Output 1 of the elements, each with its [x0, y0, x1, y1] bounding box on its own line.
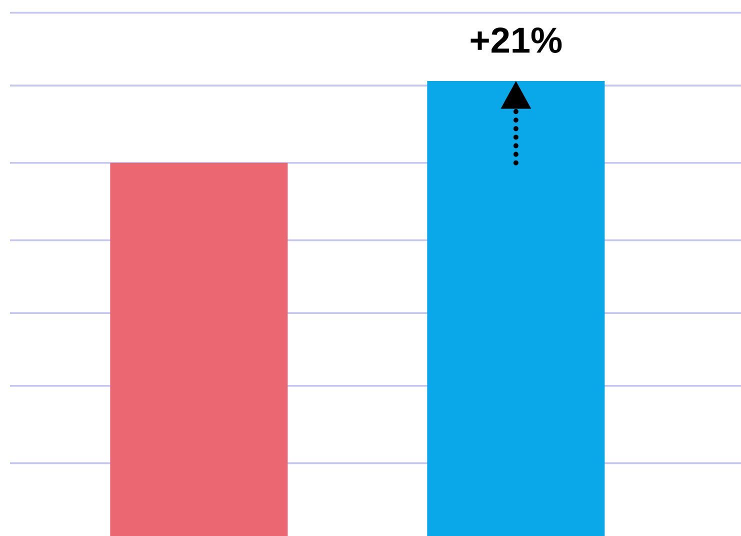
annotation: +21% [470, 27, 562, 53]
